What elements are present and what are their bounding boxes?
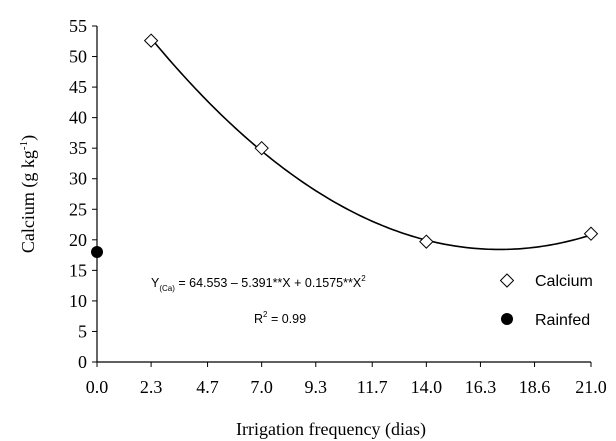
y-tick-label: 50	[69, 47, 87, 67]
x-tick-label: 0.0	[86, 377, 109, 397]
x-tick-label: 18.6	[519, 377, 551, 397]
calcium-point	[583, 226, 599, 241]
x-tick-label: 11.7	[357, 377, 388, 397]
y-tick-label: 15	[69, 260, 87, 280]
y-tick-label: 40	[69, 108, 87, 128]
r2-text: R2 = 0.99	[254, 310, 306, 326]
y-axis-label: Calcium (g kg-1)	[18, 135, 39, 253]
legend-calcium-label: Calcium	[535, 273, 593, 290]
rainfed-point	[91, 246, 103, 259]
x-tick-label: 7.0	[250, 377, 273, 397]
y-tick-label: 10	[69, 291, 87, 311]
legend-rainfed-label: Rainfed	[535, 312, 590, 329]
legend: Calcium Rainfed	[499, 273, 593, 329]
calcium-point	[143, 33, 159, 48]
y-tick-label: 45	[69, 77, 87, 97]
y-tick-label: 30	[69, 169, 87, 189]
y-tick-label: 20	[69, 230, 87, 250]
equation-text: Y(Ca) = 64.553 – 5.391**X + 0.1575**X2	[151, 274, 366, 293]
fit-curve	[150, 37, 592, 251]
x-tick-label: 16.3	[465, 377, 497, 397]
x-ticks: 0.0 2.3 4.7 7.0 9.3 11.7 14.0 16.3 18.6 21.0	[86, 362, 607, 397]
calcium-point	[254, 140, 269, 156]
y-tick-label: 5	[78, 321, 87, 341]
y-tick-label: 25	[69, 199, 87, 219]
data-points	[91, 33, 599, 259]
calcium-point	[419, 234, 434, 249]
x-tick-label: 14.0	[411, 377, 443, 397]
x-tick-label: 21.0	[575, 377, 607, 397]
x-tick-label: 2.3	[140, 377, 163, 397]
y-tick-label: 0	[78, 352, 87, 372]
legend-calcium-marker	[499, 273, 515, 288]
x-tick-label: 4.7	[196, 377, 219, 397]
y-tick-label: 35	[69, 138, 87, 158]
y-ticks: 0 5 10 15 20 25 30 35 40 45 50 55	[69, 16, 97, 372]
legend-rainfed-marker	[501, 313, 513, 325]
x-axis-label: Irrigation frequency (dias)	[236, 419, 426, 440]
x-tick-label: 9.3	[305, 377, 328, 397]
y-tick-label: 55	[69, 16, 87, 36]
